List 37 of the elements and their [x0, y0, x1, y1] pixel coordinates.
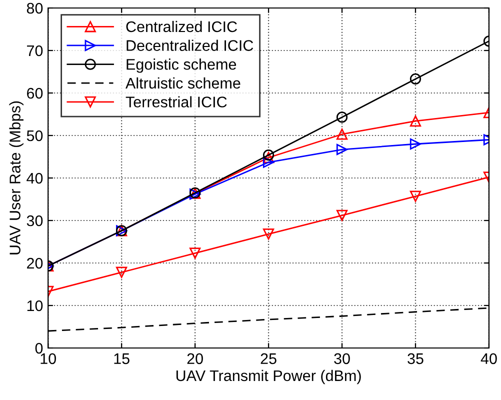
x-tick-label: 10 — [40, 353, 56, 364]
y-tick-label: 10 — [27, 300, 43, 312]
legend-label: Centralized ICIC — [126, 20, 237, 32]
y-tick-label: 30 — [26, 215, 43, 226]
x-tick-label: 30 — [334, 353, 350, 364]
y-axis-title: UAV User Rate (Mbps) — [9, 101, 24, 254]
point — [262, 152, 274, 164]
x-tick-label: 20 — [187, 353, 203, 364]
y-tick-label: 60 — [27, 88, 43, 99]
point — [116, 266, 128, 278]
y-tick-label: 20 — [27, 258, 43, 269]
y-tick-label: 50 — [26, 130, 43, 142]
point — [410, 190, 422, 202]
legend-label: Terrestrial ICIC — [126, 96, 227, 108]
x-tick-label: 35 — [408, 353, 424, 364]
point — [262, 156, 274, 168]
y-tick-label: 70 — [27, 45, 43, 56]
point — [410, 138, 422, 150]
y-tick-label: 40 — [26, 172, 43, 184]
point — [410, 115, 422, 127]
point — [262, 149, 274, 161]
legend-label: Altruistic scheme — [126, 77, 240, 89]
x-tick-label: 15 — [114, 353, 130, 364]
point — [336, 210, 348, 221]
legend-label: Decentralized ICIC — [126, 40, 254, 51]
legend-label: Egoistic scheme — [126, 58, 236, 73]
y-tick-label: 80 — [26, 2, 43, 14]
point — [336, 128, 348, 140]
point — [190, 248, 201, 259]
point — [410, 73, 422, 85]
point — [336, 112, 348, 123]
y-tick-label: 0 — [35, 342, 43, 354]
x-tick-label: 25 — [260, 353, 276, 364]
x-axis-title: UAV Transmit Power (dBm) — [176, 370, 361, 384]
x-tick-label: 40 — [480, 353, 497, 364]
point — [336, 144, 348, 156]
point — [262, 228, 274, 240]
